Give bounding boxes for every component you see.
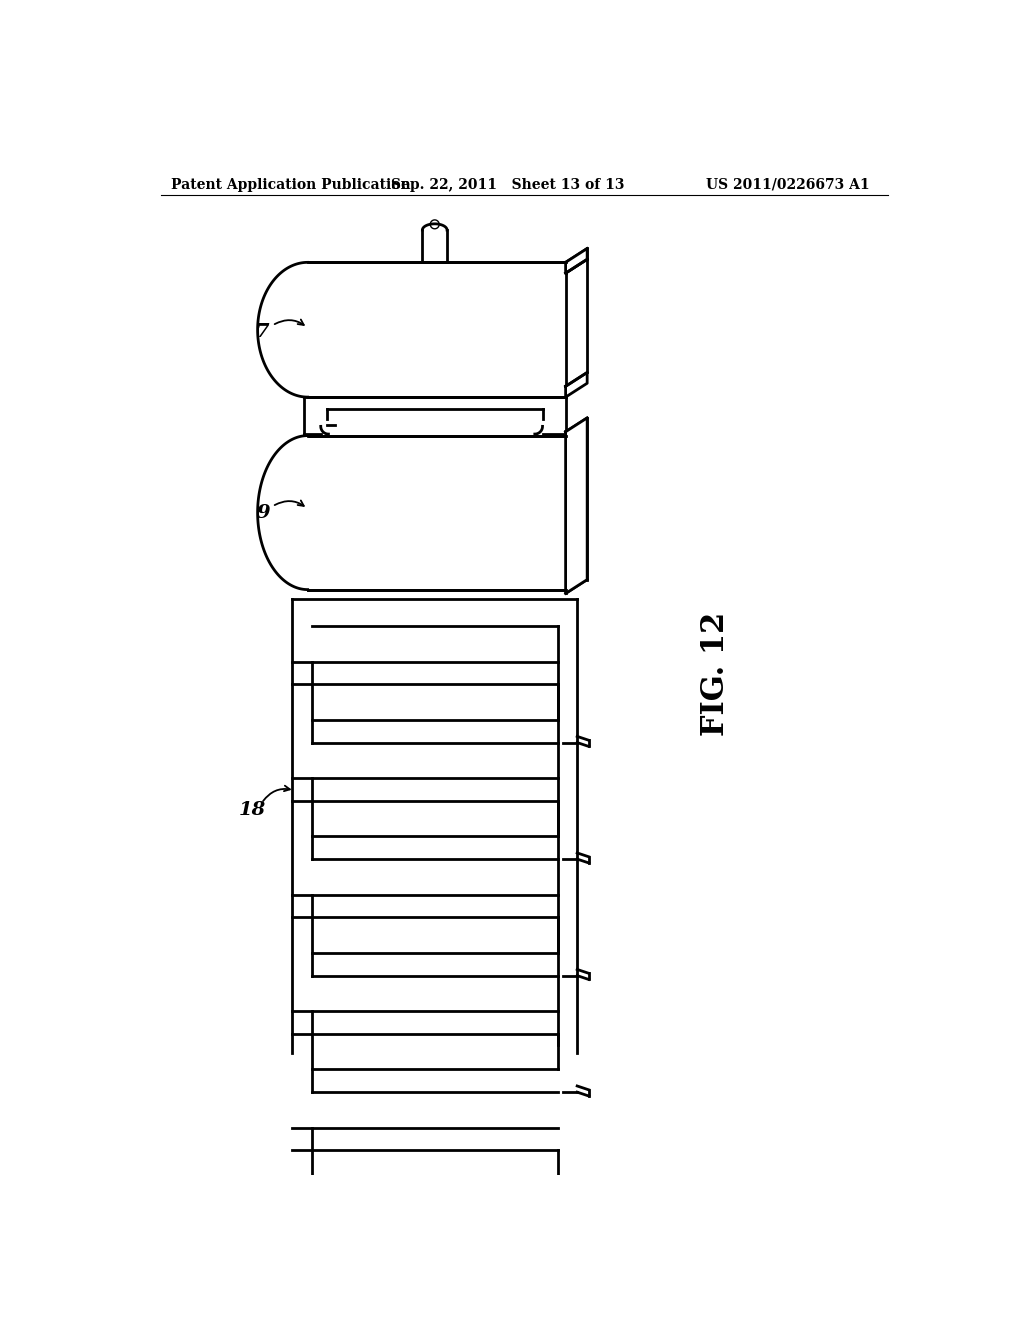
Polygon shape: [422, 224, 447, 263]
Text: US 2011/0226673 A1: US 2011/0226673 A1: [707, 178, 869, 191]
Text: 18: 18: [239, 800, 266, 818]
Polygon shape: [565, 418, 587, 594]
Text: 7: 7: [256, 322, 269, 341]
Polygon shape: [565, 248, 587, 273]
Text: Sep. 22, 2011   Sheet 13 of 13: Sep. 22, 2011 Sheet 13 of 13: [391, 178, 625, 191]
Polygon shape: [258, 263, 307, 397]
Text: Patent Application Publication: Patent Application Publication: [171, 178, 411, 191]
Polygon shape: [258, 436, 307, 590]
Text: 9: 9: [256, 504, 269, 521]
Polygon shape: [565, 372, 587, 397]
Text: FIG. 12: FIG. 12: [700, 612, 731, 737]
